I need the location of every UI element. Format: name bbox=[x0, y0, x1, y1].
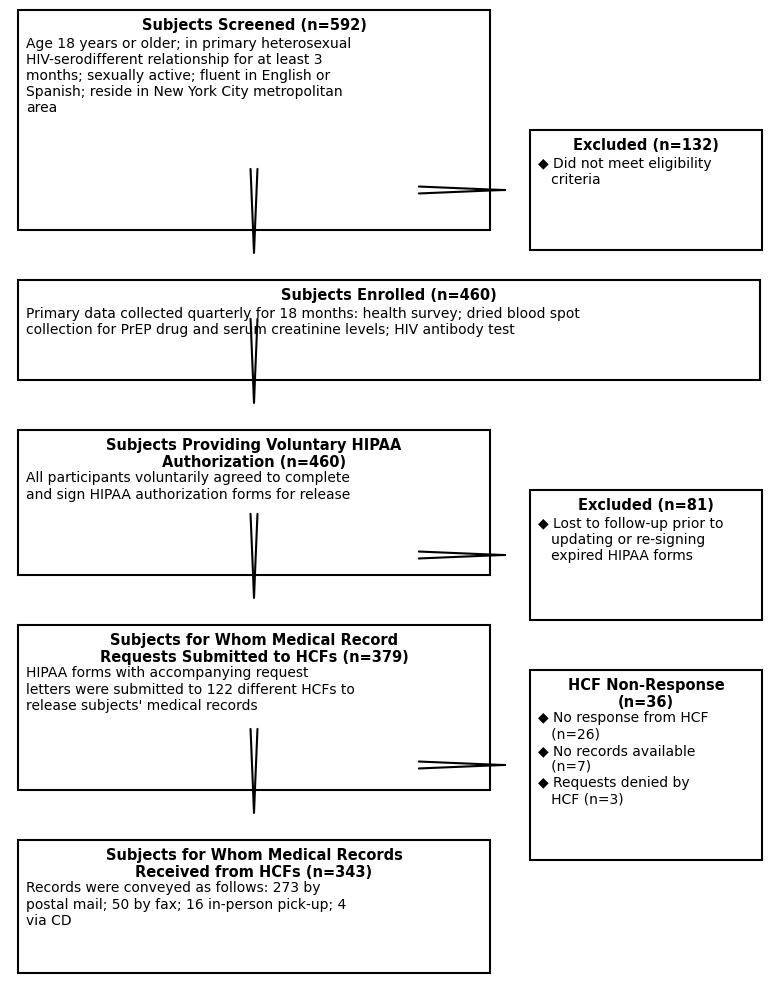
Text: ◆ No response from HCF
   (n=26)
◆ No records available
   (n=7)
◆ Requests deni: ◆ No response from HCF (n=26) ◆ No recor… bbox=[538, 712, 708, 806]
Text: Primary data collected quarterly for 18 months: health survey; dried blood spot
: Primary data collected quarterly for 18 … bbox=[26, 307, 580, 337]
Text: HCF Non-Response
(n=36): HCF Non-Response (n=36) bbox=[568, 678, 725, 711]
Text: Subjects Providing Voluntary HIPAA
Authorization (n=460): Subjects Providing Voluntary HIPAA Autho… bbox=[106, 438, 402, 471]
Text: HIPAA forms with accompanying request
letters were submitted to 122 different HC: HIPAA forms with accompanying request le… bbox=[26, 666, 355, 713]
Text: Age 18 years or older; in primary heterosexual
HIV-serodifferent relationship fo: Age 18 years or older; in primary hetero… bbox=[26, 36, 351, 115]
Bar bbox=[18, 430, 490, 575]
Bar bbox=[530, 130, 762, 250]
Text: Subjects Screened (n=592): Subjects Screened (n=592) bbox=[141, 18, 367, 33]
Bar bbox=[18, 10, 490, 230]
Text: ◆ Did not meet eligibility
   criteria: ◆ Did not meet eligibility criteria bbox=[538, 156, 711, 187]
Text: Excluded (n=132): Excluded (n=132) bbox=[573, 138, 719, 153]
Text: Excluded (n=81): Excluded (n=81) bbox=[578, 498, 714, 513]
Bar bbox=[530, 670, 762, 860]
Text: Subjects Enrolled (n=460): Subjects Enrolled (n=460) bbox=[281, 288, 497, 303]
Text: ◆ Lost to follow-up prior to
   updating or re-signing
   expired HIPAA forms: ◆ Lost to follow-up prior to updating or… bbox=[538, 517, 724, 563]
Text: Records were conveyed as follows: 273 by
postal mail; 50 by fax; 16 in-person pi: Records were conveyed as follows: 273 by… bbox=[26, 882, 346, 928]
Bar bbox=[530, 490, 762, 620]
Bar bbox=[18, 625, 490, 790]
Text: Subjects for Whom Medical Records
Received from HCFs (n=343): Subjects for Whom Medical Records Receiv… bbox=[105, 848, 402, 881]
Bar bbox=[18, 840, 490, 973]
Text: Subjects for Whom Medical Record
Requests Submitted to HCFs (n=379): Subjects for Whom Medical Record Request… bbox=[100, 633, 409, 665]
Bar bbox=[18, 280, 760, 380]
Text: All participants voluntarily agreed to complete
and sign HIPAA authorization for: All participants voluntarily agreed to c… bbox=[26, 472, 350, 501]
